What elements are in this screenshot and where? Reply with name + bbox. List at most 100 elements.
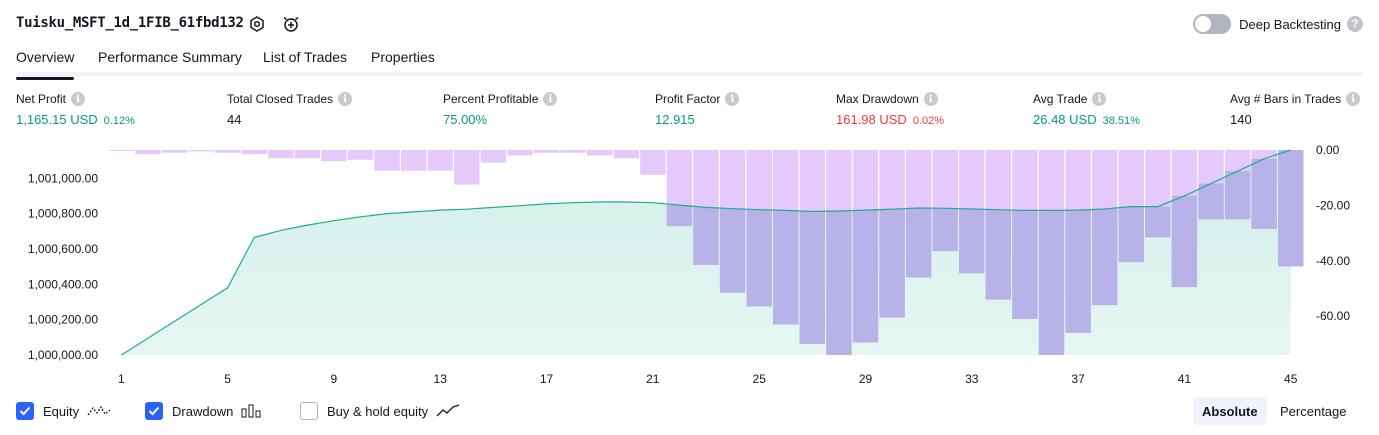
drawdown-bars-icon [241,404,263,418]
buy-hold-line-icon [436,404,460,418]
deep-backtesting-toggle[interactable] [1193,14,1232,34]
drawdown-bar-overlap [1171,195,1198,288]
x-axis-tick: 25 [753,372,767,386]
drawdown-bar[interactable] [613,150,639,159]
stat-max-drawdown: Max Drawdown i 161.98 USD 0.02% [836,92,944,127]
stat-percent-profitable: Percent Profitable i 75.00% [443,92,558,127]
stat-value: 12.915 [655,112,695,127]
tab-properties[interactable]: Properties [371,49,435,65]
equity-axis-tick: 1,000,400.00 [28,277,98,291]
drawdown-bar-overlap [932,208,958,252]
drawdown-bar[interactable] [108,150,134,151]
legend-drawdown[interactable]: Drawdown [145,400,263,422]
drawdown-bar[interactable] [321,150,347,162]
drawdown-bar[interactable] [401,150,427,171]
x-axis-tick: 9 [331,372,338,386]
legend-buy-hold[interactable]: Buy & hold equity [300,400,460,422]
info-icon[interactable]: i [725,92,740,106]
percentage-mode-button[interactable]: Percentage [1280,403,1347,419]
drawdown-bar-overlap [666,205,693,227]
drawdown-bar-overlap [1118,206,1144,263]
stat-sub-value: 0.02% [912,115,945,127]
add-alert-icon[interactable] [280,13,302,35]
drawdown-bar-overlap [719,208,746,293]
info-icon[interactable]: i [543,92,558,106]
equity-line-icon [87,404,111,418]
drawdown-bar-overlap [746,209,772,307]
drawdown-checkbox[interactable] [145,402,163,420]
legend-buy-hold-label: Buy & hold equity [327,403,429,419]
help-icon[interactable]: ? [1347,16,1363,32]
drawdown-bar[interactable] [347,150,374,160]
stat-value: 140 [1230,112,1252,127]
drawdown-bar[interactable] [507,150,533,156]
drawdown-bar[interactable] [135,150,161,155]
equity-line [120,149,1291,356]
drawdown-bar[interactable] [188,150,214,152]
drawdown-axis-tick: 0.00 [1316,143,1340,157]
tab-list-of-trades[interactable]: List of Trades [263,49,348,65]
stat-label: Max Drawdown [836,92,919,106]
drawdown-bar[interactable] [454,150,480,185]
stat-value: 161.98 USD [836,112,907,127]
drawdown-bar[interactable] [640,150,666,175]
stat-label: Percent Profitable [443,92,539,106]
info-icon[interactable]: i [1346,92,1361,106]
stat-sub-value: 38.51% [1102,115,1140,127]
info-icon[interactable]: i [338,92,353,106]
tab-performance-summary[interactable]: Performance Summary [98,49,242,65]
x-axis-tick: 33 [965,372,979,386]
x-axis-tick: 13 [434,372,448,386]
drawdown-bar-overlap [879,209,905,318]
drawdown-bar-overlap [773,210,799,325]
summary-stats: Net Profit i 1,165.15 USD 0.12% Total Clos… [16,92,1363,132]
drawdown-bar[interactable] [268,150,294,159]
drawdown-bar[interactable] [374,150,400,171]
legend-equity[interactable]: Equity [16,400,111,422]
x-axis-tick: 29 [859,372,873,386]
info-icon[interactable]: i [1092,92,1107,106]
drawdown-bar-overlap [1145,206,1171,238]
drawdown-axis-tick: -20.00 [1316,198,1350,212]
stat-value: 44 [227,112,242,127]
tab-overview[interactable]: Overview [16,49,75,80]
drawdown-bar-overlap [1092,209,1118,306]
equity-checkbox[interactable] [16,402,34,420]
equity-drawdown-chart: 1,000,000.00 1,000,200.00 1,000,400.00 1,00… [28,143,1350,386]
drawdown-bar-overlap [1251,158,1277,229]
settings-icon[interactable] [246,13,268,35]
drawdown-bar[interactable] [161,150,188,153]
stat-value: 1,165.15 USD [16,112,98,127]
stat-label: Net Profit [16,92,67,106]
absolute-mode-button[interactable]: Absolute [1193,397,1267,425]
drawdown-bar-overlap [1278,150,1304,267]
x-axis-tick: 41 [1178,372,1192,386]
stat-profit-factor: Profit Factor i 12.915 [655,92,740,127]
drawdown-bar-overlap [799,211,825,344]
equity-axis-tick: 1,000,600.00 [28,242,98,256]
drawdown-bar-overlap [1224,171,1251,220]
drawdown-bar[interactable] [427,150,453,171]
equity-axis-tick: 1,000,200.00 [28,313,98,327]
drawdown-bar[interactable] [214,150,241,153]
drawdown-bar-overlap [1198,183,1224,220]
drawdown-bar-overlap [905,208,932,278]
drawdown-bar[interactable] [533,150,560,153]
info-icon[interactable]: i [71,92,86,106]
buy-hold-checkbox[interactable] [300,402,318,420]
deep-backtesting: Deep Backtesting ? [1193,13,1363,35]
drawdown-bar[interactable] [480,150,507,163]
stat-label: Profit Factor [655,92,721,106]
drawdown-bar-overlap [693,207,719,265]
drawdown-bar[interactable] [294,150,320,159]
drawdown-bar[interactable] [560,150,586,153]
info-icon[interactable]: i [923,92,938,106]
equity-axis-tick: 1,001,000.00 [28,171,98,185]
drawdown-axis-tick: -60.00 [1316,309,1350,323]
drawdown-bar[interactable] [587,150,613,156]
drawdown-bar-overlap [985,209,1012,300]
x-axis-tick: 21 [646,372,660,386]
drawdown-bar[interactable] [241,150,267,155]
stat-label: Avg # Bars in Trades [1230,92,1342,106]
drawdown-bar-overlap [826,211,852,355]
